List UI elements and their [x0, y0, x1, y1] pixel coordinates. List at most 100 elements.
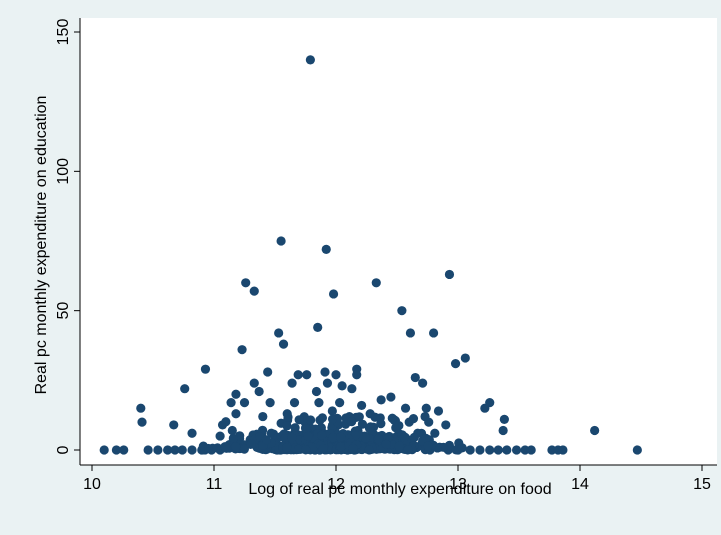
data-point	[226, 398, 236, 408]
dense-point	[364, 445, 374, 455]
dense-point	[373, 434, 384, 444]
dense-point	[423, 441, 433, 451]
data-point	[200, 364, 211, 374]
dense-point	[220, 442, 230, 452]
data-point	[237, 345, 247, 355]
data-point	[254, 386, 264, 397]
data-point	[263, 367, 273, 377]
dense-point	[239, 444, 249, 454]
dense-point	[399, 432, 409, 442]
dense-point	[306, 415, 316, 425]
dense-point	[231, 441, 241, 452]
data-point	[302, 370, 312, 380]
plot-area	[80, 18, 717, 465]
data-point	[405, 328, 416, 338]
data-point	[632, 445, 642, 455]
data-point	[314, 398, 324, 408]
y-axis-title: Real pc monthly expenditure on education	[33, 96, 50, 395]
data-point	[227, 425, 237, 436]
data-point	[502, 445, 512, 455]
data-point	[328, 289, 339, 299]
x-tick-label: 12	[327, 476, 345, 493]
data-point	[347, 384, 357, 394]
data-point	[450, 359, 461, 369]
data-point	[441, 420, 451, 430]
data-point	[289, 398, 300, 408]
data-point	[274, 328, 284, 338]
dense-point	[303, 431, 313, 441]
dense-point	[261, 435, 272, 445]
dense-point	[301, 424, 311, 434]
data-point	[397, 306, 407, 316]
dense-point	[381, 439, 391, 449]
data-point	[480, 403, 490, 413]
data-point	[278, 339, 289, 349]
dense-point	[294, 415, 304, 425]
data-point	[239, 398, 250, 408]
marks-layer	[99, 55, 642, 455]
data-point	[444, 269, 455, 280]
data-point	[460, 353, 470, 363]
data-point	[241, 278, 251, 288]
dense-point	[308, 443, 318, 453]
data-point	[249, 286, 259, 296]
x-tick-label: 13	[449, 476, 467, 493]
dense-point	[347, 417, 357, 427]
data-point	[320, 367, 330, 377]
data-point	[511, 445, 522, 455]
data-point	[429, 328, 439, 338]
data-point	[287, 378, 297, 388]
data-point	[265, 398, 275, 408]
data-point	[231, 409, 241, 419]
dense-point	[246, 439, 257, 449]
dense-point	[318, 444, 328, 454]
data-point	[187, 445, 197, 455]
data-point	[400, 403, 411, 413]
data-point	[526, 445, 536, 455]
dense-point	[221, 417, 231, 427]
data-point	[386, 392, 396, 402]
dense-point	[408, 413, 419, 424]
data-point	[276, 236, 286, 246]
data-point	[111, 445, 121, 455]
data-point	[352, 370, 362, 380]
dense-point	[357, 419, 368, 429]
data-point	[311, 386, 322, 397]
dense-point	[282, 421, 292, 431]
data-point	[187, 428, 197, 438]
data-point	[163, 445, 173, 455]
data-point	[493, 445, 503, 455]
data-point	[249, 378, 259, 388]
data-point	[410, 372, 420, 383]
data-point	[231, 389, 241, 399]
dense-point	[290, 423, 300, 433]
data-point	[153, 445, 163, 455]
data-point	[180, 384, 190, 394]
x-axis-title: Log of real pc monthly expenditure on fo…	[248, 481, 551, 498]
data-point	[376, 395, 386, 405]
data-point	[293, 370, 303, 380]
dense-point	[370, 412, 380, 422]
data-point	[337, 381, 347, 391]
data-point	[143, 445, 153, 455]
dense-point	[394, 420, 404, 431]
x-tick-label: 14	[571, 476, 589, 493]
data-point	[170, 445, 180, 455]
dense-point	[457, 443, 467, 453]
dense-point	[354, 412, 364, 422]
data-point	[475, 445, 485, 455]
y-tick-label: 50	[55, 302, 72, 320]
data-point	[321, 244, 331, 254]
data-point	[258, 411, 268, 422]
x-tick-label: 15	[693, 476, 711, 493]
dense-point	[336, 441, 346, 452]
dense-point	[364, 423, 375, 433]
dense-point	[317, 430, 327, 440]
y-tick-label: 100	[55, 158, 72, 185]
dense-point	[203, 443, 214, 454]
data-point	[335, 398, 345, 408]
dense-point	[403, 445, 413, 455]
data-point	[424, 417, 434, 427]
